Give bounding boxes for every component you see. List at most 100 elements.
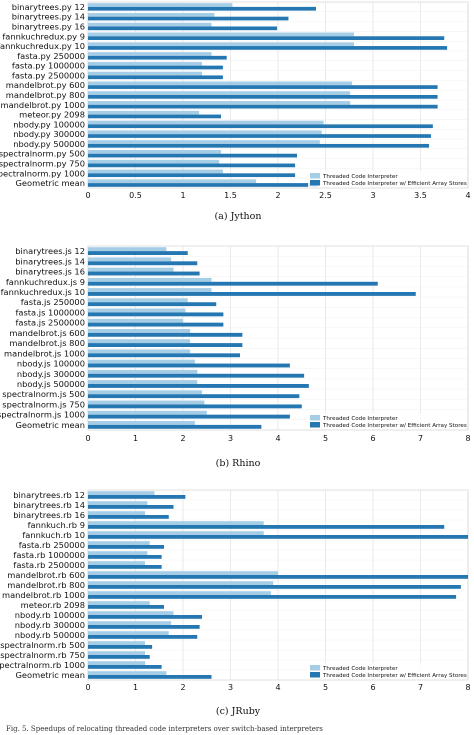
bar-series-1 xyxy=(88,390,202,395)
category-label: spectralnorm.rb 750 xyxy=(0,650,85,660)
x-tick-label: 0 xyxy=(85,683,90,692)
bar-series-1 xyxy=(88,501,148,505)
category-label: fasta.js 1000000 xyxy=(15,307,85,317)
category-label: fannkuchredux.js 9 xyxy=(6,277,85,287)
category-label: fasta.rb 1000000 xyxy=(13,550,85,560)
category-label: binarytrees.py 14 xyxy=(12,12,85,22)
x-tick-label: 2.5 xyxy=(319,191,332,200)
bar-series-1 xyxy=(88,661,145,665)
bar-series-2 xyxy=(88,114,221,119)
bar-series-1 xyxy=(88,71,202,76)
bar-series-1 xyxy=(88,369,198,374)
bar-series-2 xyxy=(88,55,227,60)
category-label: nbody.py 300000 xyxy=(13,129,85,139)
category-label: binarytrees.py 12 xyxy=(12,2,85,12)
category-label: binarytrees.rb 12 xyxy=(13,490,85,500)
legend-entry: Threaded Code Interpreter w/ Efficient A… xyxy=(322,423,467,429)
bar-series-2 xyxy=(88,183,318,187)
category-label: mandelbrot.js 600 xyxy=(9,328,85,338)
bar-series-2 xyxy=(88,271,200,276)
bar-series-2 xyxy=(88,134,431,138)
bar-series-1 xyxy=(88,551,148,555)
bar-series-2 xyxy=(88,143,430,148)
category-label: nbody.rb 300000 xyxy=(15,620,85,630)
category-label: fasta.py 2500000 xyxy=(12,70,85,80)
bar-series-2 xyxy=(88,615,202,619)
category-label: fasta.rb 250000 xyxy=(19,540,85,550)
x-tick-label: 6 xyxy=(370,434,375,443)
x-tick-label: 7 xyxy=(418,434,423,443)
category-label: spectralnorm.js 500 xyxy=(2,389,85,399)
bar-series-1 xyxy=(88,581,274,585)
bar-series-2 xyxy=(88,353,240,358)
bar-series-1 xyxy=(88,380,198,384)
category-label: fasta.py 250000 xyxy=(17,51,85,61)
bar-series-2 xyxy=(88,565,162,569)
bar-series-1 xyxy=(88,531,264,535)
bar-series-2 xyxy=(88,645,153,649)
bar-series-2 xyxy=(88,153,297,158)
bar-series-2 xyxy=(88,675,212,679)
bar-series-2 xyxy=(88,655,150,659)
x-tick-label: 5 xyxy=(323,434,328,443)
bar-series-1 xyxy=(88,81,353,86)
bar-series-1 xyxy=(88,42,354,47)
bar-series-1 xyxy=(88,130,322,135)
category-label: mandelbrot.py 600 xyxy=(6,80,85,90)
category-label: binarytrees.rb 14 xyxy=(13,500,85,510)
bar-series-1 xyxy=(88,22,212,27)
category-label: fannkuch.rb 9 xyxy=(28,520,85,530)
x-tick-label: 8 xyxy=(465,683,470,692)
bar-series-2 xyxy=(88,404,302,409)
bar-series-2 xyxy=(88,16,289,21)
category-label: spectralnorm.py 750 xyxy=(0,159,85,169)
bar-series-1 xyxy=(88,400,205,405)
bar-series-2 xyxy=(88,495,186,499)
bar-series-2 xyxy=(88,36,445,40)
x-tick-label: 2 xyxy=(275,191,280,200)
category-label: binarytrees.js 14 xyxy=(15,256,85,266)
category-label: nbody.js 500000 xyxy=(17,379,85,389)
bar-series-1 xyxy=(88,257,172,262)
x-tick-label: 0 xyxy=(85,191,90,200)
bar-series-1 xyxy=(88,32,354,37)
bar-series-1 xyxy=(88,641,145,645)
bar-series-1 xyxy=(88,410,207,415)
legend-entry: Threaded Code Interpreter w/ Efficient A… xyxy=(322,673,467,679)
bar-series-1 xyxy=(88,267,174,272)
bar-series-2 xyxy=(88,104,438,109)
bar-series-2 xyxy=(88,75,223,80)
category-label: binarytrees.rb 16 xyxy=(13,510,85,520)
bar-series-1 xyxy=(88,91,351,95)
x-tick-label: 3 xyxy=(228,434,233,443)
bar-series-2 xyxy=(88,414,290,419)
legend-swatch xyxy=(310,415,320,421)
bar-series-1 xyxy=(88,521,264,525)
category-label: Geometric mean xyxy=(16,178,86,188)
category-label: nbody.js 300000 xyxy=(17,369,85,379)
x-tick-label: 5 xyxy=(323,683,328,692)
category-label: fannkuchredux.js 10 xyxy=(1,287,85,297)
legend-swatch xyxy=(310,422,320,428)
x-tick-label: 3 xyxy=(228,683,233,692)
bar-series-2 xyxy=(88,46,448,50)
bar-series-2 xyxy=(88,545,164,549)
category-label: fasta.rb 2500000 xyxy=(13,560,85,570)
x-tick-label: 1 xyxy=(133,683,138,692)
bar-series-2 xyxy=(88,261,198,266)
bar-series-1 xyxy=(88,3,233,7)
legend-box xyxy=(308,663,466,679)
legend-entry: Threaded Code Interpreter w/ Efficient A… xyxy=(322,181,467,187)
bar-series-1 xyxy=(88,298,188,303)
legend-box xyxy=(308,413,466,429)
bar-series-1 xyxy=(88,541,150,545)
category-label: meteor.rb 2098 xyxy=(21,600,85,610)
bar-series-1 xyxy=(88,277,212,282)
category-label: spectralnorm.js 750 xyxy=(2,399,85,409)
bar-series-2 xyxy=(88,424,262,429)
panel-caption: (a) Jython xyxy=(214,211,261,222)
bar-series-1 xyxy=(88,288,212,292)
bar-series-2 xyxy=(88,585,461,589)
x-tick-label: 6 xyxy=(370,683,375,692)
